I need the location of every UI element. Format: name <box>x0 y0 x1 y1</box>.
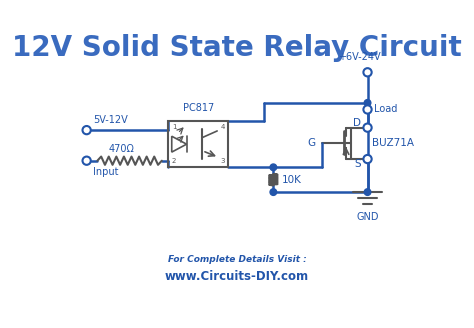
Text: For Complete Details Visit :: For Complete Details Visit : <box>168 255 306 264</box>
Text: +6V-24V: +6V-24V <box>338 52 381 62</box>
Circle shape <box>364 189 371 195</box>
Text: G: G <box>307 137 316 148</box>
Circle shape <box>364 100 371 106</box>
Circle shape <box>364 124 372 132</box>
Bar <box>168 121 228 167</box>
Text: 3: 3 <box>220 158 225 164</box>
Text: D: D <box>353 118 361 128</box>
Circle shape <box>270 189 277 195</box>
Text: PC817: PC817 <box>182 103 214 113</box>
Circle shape <box>270 164 277 171</box>
Circle shape <box>82 126 91 134</box>
Circle shape <box>82 156 91 165</box>
Circle shape <box>364 68 372 76</box>
Text: 12V Solid State Relay Circuit: 12V Solid State Relay Circuit <box>12 33 462 62</box>
Text: Load: Load <box>374 105 398 114</box>
Text: BUZ71A: BUZ71A <box>373 137 414 148</box>
Text: S: S <box>354 159 361 169</box>
Text: 5V-12V: 5V-12V <box>93 115 128 125</box>
Text: 1: 1 <box>172 124 176 130</box>
Circle shape <box>364 155 372 163</box>
Text: 470Ω: 470Ω <box>109 144 134 154</box>
Text: www.Circuits-DIY.com: www.Circuits-DIY.com <box>165 270 309 283</box>
Text: GND: GND <box>356 212 379 222</box>
Text: 4: 4 <box>220 124 225 130</box>
Circle shape <box>364 105 372 113</box>
Text: Input: Input <box>93 167 119 177</box>
Text: 10K: 10K <box>282 175 301 185</box>
Text: 2: 2 <box>172 158 176 164</box>
